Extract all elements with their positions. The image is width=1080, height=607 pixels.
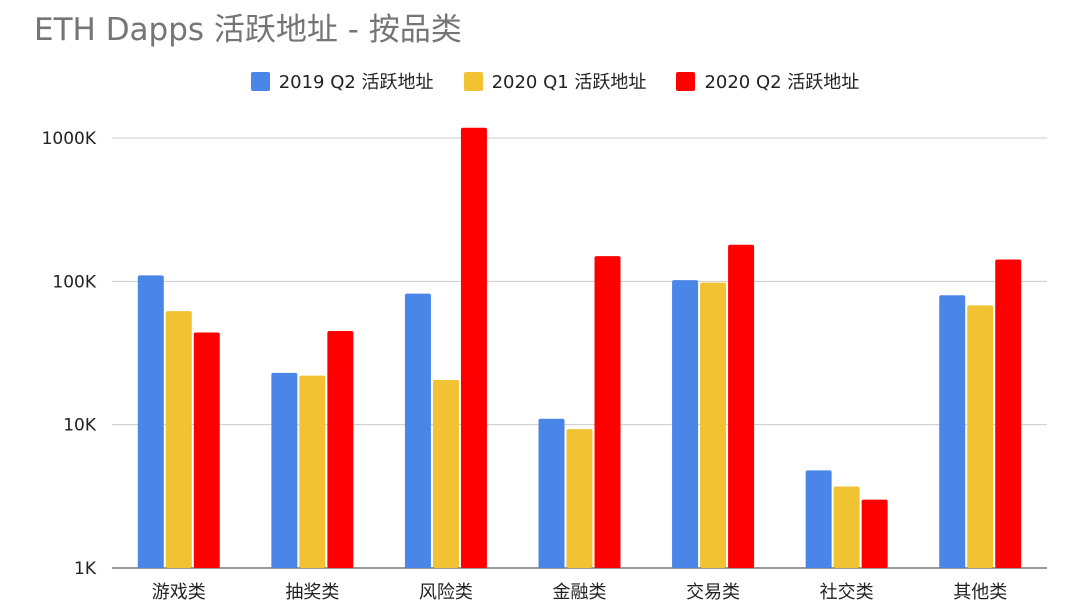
bar-2020-q2: [460, 127, 487, 569]
legend-swatch-2020-q2: [676, 71, 696, 91]
bar-2019-q2: [137, 275, 164, 568]
bar-2020-q2: [861, 499, 888, 568]
bar-2019-q2: [538, 418, 565, 568]
bar-2020-q1: [299, 375, 326, 568]
x-category-label: 抽奖类: [285, 582, 339, 603]
bar-2020-q2: [327, 331, 354, 568]
legend: 2019 Q2 活跃地址 2020 Q1 活跃地址 2020 Q2 活跃地址: [0, 66, 1080, 96]
bar-2020-q2: [193, 332, 220, 568]
y-tick-label: 1K: [74, 559, 97, 579]
bar-2020-q1: [833, 486, 860, 568]
legend-label-2020-q1: 2020 Q1 活跃地址: [491, 72, 647, 93]
legend-swatch-2020-q1: [463, 71, 483, 91]
x-category-label: 风险类: [419, 582, 473, 603]
legend-swatch-2019-q2: [250, 71, 270, 91]
bar-2020-q1: [432, 379, 459, 568]
x-category-label: 交易类: [686, 582, 740, 603]
bar-2019-q2: [805, 470, 832, 568]
bar-2019-q2: [404, 293, 431, 568]
y-tick-label: 100K: [52, 272, 96, 292]
x-category-label: 社交类: [820, 582, 874, 603]
bar-2019-q2: [672, 280, 699, 568]
legend-item-2019-q2[interactable]: 2019 Q2 活跃地址: [250, 68, 434, 94]
legend-item-2020-q2[interactable]: 2020 Q2 活跃地址: [676, 68, 859, 94]
y-tick-label: 1000K: [42, 129, 97, 149]
bar-2020-q2: [594, 256, 621, 568]
x-category-label: 其他类: [953, 582, 1007, 603]
x-category-label: 游戏类: [152, 582, 206, 603]
y-tick-label: 10K: [63, 416, 97, 436]
x-category-label: 金融类: [553, 582, 607, 603]
bar-2020-q1: [967, 305, 994, 568]
bar-2020-q2: [995, 259, 1022, 568]
legend-label-2019-q2: 2019 Q2 活跃地址: [278, 72, 434, 93]
bar-2019-q2: [939, 295, 966, 568]
legend-item-2020-q1[interactable]: 2020 Q1 活跃地址: [463, 68, 647, 94]
bar-2020-q1: [700, 282, 727, 568]
bar-2020-q1: [566, 429, 593, 568]
chart-title: ETH Dapps 活跃地址 - 按品类: [34, 12, 462, 48]
bar-2020-q2: [728, 244, 755, 569]
legend-label-2020-q2: 2020 Q2 活跃地址: [704, 72, 860, 93]
bar-2020-q1: [165, 311, 192, 568]
bar-2019-q2: [271, 372, 298, 568]
